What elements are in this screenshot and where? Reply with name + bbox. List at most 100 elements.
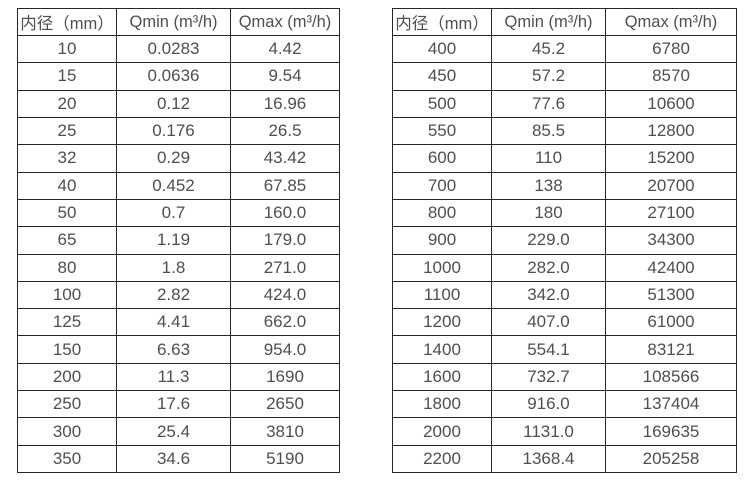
table-cell: 271.0 — [230, 253, 340, 282]
table-body: 400 45.2 6780 450 57.2 8570 500 77.6 10600 550 85.… — [392, 34, 737, 474]
table-row: 1600 732.7 108566 — [392, 362, 737, 392]
table-cell: 400 — [392, 34, 492, 64]
table-cell: 0.0283 — [116, 34, 231, 64]
table-cell: 20700 — [605, 171, 737, 200]
table-row: 200 11.3 1690 — [17, 362, 340, 392]
table-cell: 1690 — [230, 362, 340, 392]
table-row: 550 85.5 12800 — [392, 116, 737, 146]
table-cell: 138 — [491, 171, 606, 200]
table-cell: 61000 — [605, 308, 737, 337]
table-row: 2200 1368.4 205258 — [392, 444, 737, 474]
table-cell: 350 — [17, 444, 117, 474]
table-cell: 1131.0 — [491, 417, 606, 446]
table-header: 内径（mm） Qmin (m³/h) Qmax (m³/h) — [392, 8, 737, 36]
table-cell: 342.0 — [491, 280, 606, 310]
table-row: 500 77.6 10600 — [392, 89, 737, 118]
table-cell: 10 — [17, 34, 117, 64]
table-row: 100 2.82 424.0 — [17, 280, 340, 310]
table-cell: 100 — [17, 280, 117, 310]
table-cell: 16.96 — [230, 89, 340, 118]
table-row: 125 4.41 662.0 — [17, 308, 340, 337]
table-cell: 8570 — [605, 62, 737, 91]
column-header-qmin: Qmin (m³/h) — [116, 8, 231, 36]
table-row: 150 6.63 954.0 — [17, 335, 340, 364]
table-cell: 6.63 — [116, 335, 231, 364]
table-cell: 1200 — [392, 308, 492, 337]
table-cell: 1.8 — [116, 253, 231, 282]
table-cell: 800 — [392, 198, 492, 228]
table-cell: 282.0 — [491, 253, 606, 282]
table-cell: 160.0 — [230, 198, 340, 228]
table-cell: 0.0636 — [116, 62, 231, 91]
table-cell: 26.5 — [230, 116, 340, 146]
table-cell: 6780 — [605, 34, 737, 64]
table-row: 800 180 27100 — [392, 198, 737, 228]
table-cell: 65 — [17, 226, 117, 255]
table-row: 600 110 15200 — [392, 144, 737, 173]
table-cell: 15200 — [605, 144, 737, 173]
table-cell: 2.82 — [116, 280, 231, 310]
table-cell: 500 — [392, 89, 492, 118]
table-cell: 5190 — [230, 444, 340, 474]
table-cell: 1600 — [392, 362, 492, 392]
table-cell: 12800 — [605, 116, 737, 146]
table-cell: 550 — [392, 116, 492, 146]
table-cell: 77.6 — [491, 89, 606, 118]
table-cell: 108566 — [605, 362, 737, 392]
table-cell: 0.29 — [116, 144, 231, 173]
column-header-qmax: Qmax (m³/h) — [605, 8, 737, 36]
table-cell: 137404 — [605, 390, 737, 419]
table-cell: 300 — [17, 417, 117, 446]
table-cell: 424.0 — [230, 280, 340, 310]
table-cell: 450 — [392, 62, 492, 91]
table-cell: 125 — [17, 308, 117, 337]
table-cell: 10600 — [605, 89, 737, 118]
table-cell: 2650 — [230, 390, 340, 419]
table-header: 内径（mm） Qmin (m³/h) Qmax (m³/h) — [17, 8, 340, 36]
table-row: 15 0.0636 9.54 — [17, 62, 340, 91]
table-row: 65 1.19 179.0 — [17, 226, 340, 255]
table-cell: 34300 — [605, 226, 737, 255]
column-header-qmax: Qmax (m³/h) — [230, 8, 340, 36]
table-cell: 15 — [17, 62, 117, 91]
table-cell: 1368.4 — [491, 444, 606, 474]
table-cell: 80 — [17, 253, 117, 282]
table-row: 32 0.29 43.42 — [17, 144, 340, 173]
table-cell: 150 — [17, 335, 117, 364]
table-cell: 27100 — [605, 198, 737, 228]
table-cell: 407.0 — [491, 308, 606, 337]
table-cell: 1100 — [392, 280, 492, 310]
column-header-diameter: 内径（mm） — [17, 8, 117, 36]
table-cell: 32 — [17, 144, 117, 173]
table-cell: 169635 — [605, 417, 737, 446]
table-cell: 50 — [17, 198, 117, 228]
table-cell: 57.2 — [491, 62, 606, 91]
table-cell: 179.0 — [230, 226, 340, 255]
table-cell: 954.0 — [230, 335, 340, 364]
table-row: 1200 407.0 61000 — [392, 308, 737, 337]
table-cell: 40 — [17, 171, 117, 200]
table-cell: 25 — [17, 116, 117, 146]
table-row: 1800 916.0 137404 — [392, 390, 737, 419]
table-body: 10 0.0283 4.42 15 0.0636 9.54 20 0.12 16.96 25 0.1… — [17, 34, 340, 474]
table-cell: 42400 — [605, 253, 737, 282]
table-row: 700 138 20700 — [392, 171, 737, 200]
table-row: 80 1.8 271.0 — [17, 253, 340, 282]
table-row: 400 45.2 6780 — [392, 34, 737, 64]
table-cell: 732.7 — [491, 362, 606, 392]
table-cell: 1400 — [392, 335, 492, 364]
table-header-row: 内径（mm） Qmin (m³/h) Qmax (m³/h) — [17, 8, 340, 36]
table-row: 10 0.0283 4.42 — [17, 34, 340, 64]
table-cell: 900 — [392, 226, 492, 255]
table-cell: 1800 — [392, 390, 492, 419]
table-cell: 25.4 — [116, 417, 231, 446]
table-row: 450 57.2 8570 — [392, 62, 737, 91]
table-cell: 205258 — [605, 444, 737, 474]
column-header-qmin: Qmin (m³/h) — [491, 8, 606, 36]
table-row: 300 25.4 3810 — [17, 417, 340, 446]
table-cell: 700 — [392, 171, 492, 200]
table-cell: 916.0 — [491, 390, 606, 419]
column-header-diameter: 内径（mm） — [392, 8, 492, 36]
table-cell: 600 — [392, 144, 492, 173]
